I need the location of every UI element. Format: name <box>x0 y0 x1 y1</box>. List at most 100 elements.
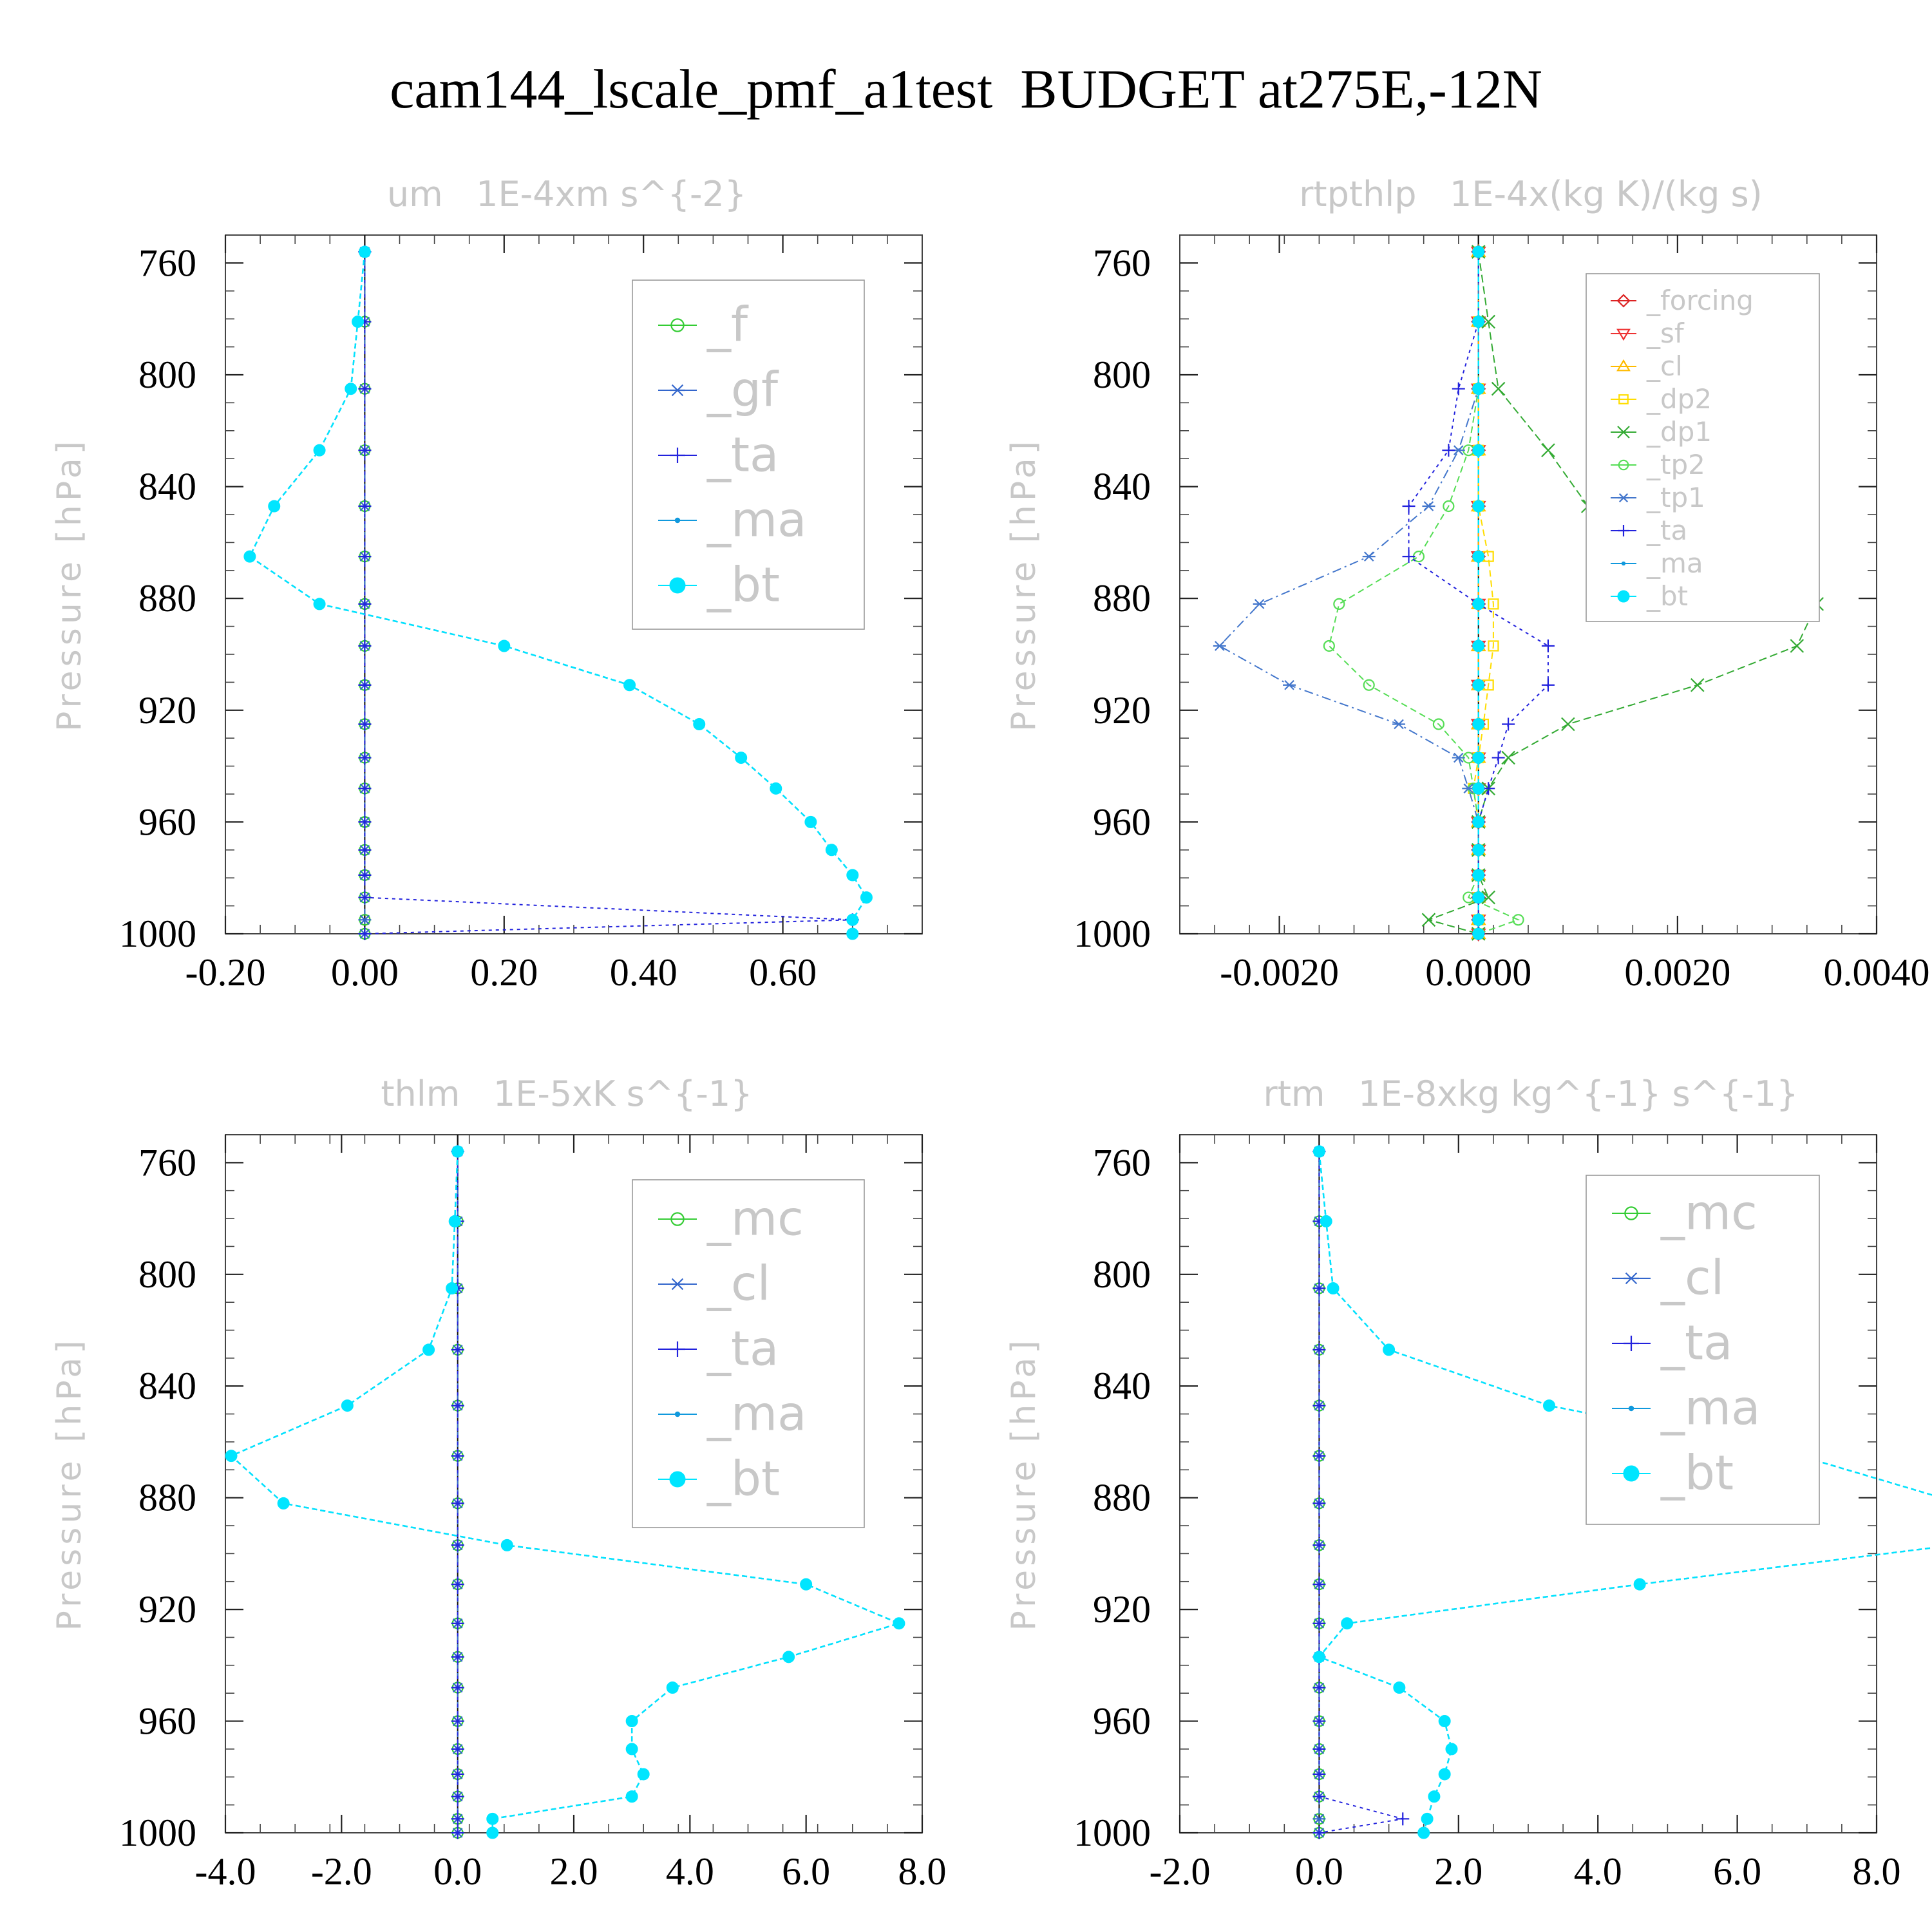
legend-label: _ta <box>1646 515 1687 546</box>
data-point <box>1472 639 1485 652</box>
data-point <box>446 1282 459 1294</box>
data-point <box>1472 444 1485 457</box>
data-point <box>1312 1651 1325 1663</box>
data-point <box>1383 1343 1396 1356</box>
legend: _f _gf _ta _ma _bt <box>632 279 865 630</box>
legend-box <box>1586 1175 1820 1525</box>
y-tick-label: 760 <box>1093 242 1151 284</box>
x-tick-label: 0.20 <box>470 951 538 994</box>
y-tick-label: 800 <box>138 354 196 396</box>
data-point <box>1481 890 1495 905</box>
data-point <box>1341 1617 1354 1630</box>
data-point <box>1472 598 1485 611</box>
data-point <box>1421 913 1436 927</box>
x-tick-label: -4.0 <box>195 1850 256 1893</box>
legend-swatch-marker <box>1621 561 1626 566</box>
data-point <box>1472 316 1485 328</box>
y-tick-label: 760 <box>138 1141 196 1184</box>
legend-label: _ma <box>1660 1380 1760 1435</box>
legend-swatch-marker <box>670 384 685 397</box>
data-point <box>352 316 365 328</box>
legend-label: _bt <box>1646 580 1688 612</box>
legend-swatch-marker <box>669 1471 686 1488</box>
legend-label: _bt <box>706 557 780 612</box>
series-line <box>1318 1151 1403 1833</box>
data-point <box>1472 782 1485 795</box>
data-point <box>1320 1215 1332 1227</box>
data-point <box>451 1742 464 1756</box>
y-tick-label: 960 <box>1093 800 1151 843</box>
y-axis-label: Pressure [hPa] <box>50 1337 89 1631</box>
legend-label: _sf <box>1646 317 1685 349</box>
data-point <box>1561 717 1575 732</box>
data-point <box>825 844 838 857</box>
data-point <box>268 500 281 513</box>
y-tick-label: 880 <box>138 1477 196 1519</box>
data-point <box>1502 717 1515 731</box>
data-point <box>486 1812 499 1825</box>
data-point <box>358 499 372 513</box>
data-point <box>846 869 859 882</box>
legend-label: _ta <box>706 1321 779 1376</box>
y-tick-label: 880 <box>1093 577 1151 620</box>
legend-swatch-marker <box>670 448 685 463</box>
data-point <box>451 1578 464 1591</box>
legend-swatch-marker <box>1628 1405 1634 1412</box>
legend-box <box>632 1179 865 1528</box>
data-point <box>1312 1399 1326 1412</box>
data-point <box>358 843 372 857</box>
y-tick-label: 960 <box>138 1700 196 1743</box>
data-point <box>1402 499 1416 513</box>
data-point <box>451 1650 464 1663</box>
y-tick-label: 800 <box>1093 354 1151 396</box>
data-point <box>637 1768 650 1781</box>
y-axis-label: Pressure [hPa] <box>1005 1337 1043 1631</box>
y-tick-label: 840 <box>138 1365 196 1407</box>
data-point <box>1438 1715 1451 1728</box>
y-tick-label: 960 <box>1093 1700 1151 1743</box>
data-point <box>625 1715 638 1728</box>
data-point <box>1542 1399 1555 1412</box>
data-point <box>451 1616 464 1630</box>
y-tick-label: 1000 <box>1074 1812 1151 1854</box>
data-point <box>448 1215 461 1227</box>
data-point <box>1421 1812 1434 1825</box>
legend-label: _f <box>706 297 749 352</box>
x-tick-label: 4.0 <box>666 1850 714 1893</box>
data-point <box>358 550 372 564</box>
data-point <box>1488 598 1499 610</box>
data-point <box>1392 719 1406 730</box>
legend-label: _tp2 <box>1646 449 1705 480</box>
legend-swatch-marker <box>1617 590 1630 603</box>
data-point <box>1481 314 1495 329</box>
legend-swatch-marker <box>674 1411 681 1417</box>
legend-label: _bt <box>706 1451 780 1506</box>
legend-swatch-marker <box>1624 1272 1639 1285</box>
x-tick-label: 2.0 <box>550 1850 598 1893</box>
legend-swatch-marker <box>1624 1336 1639 1351</box>
x-tick-label: -0.20 <box>185 951 266 994</box>
data-point <box>1312 1497 1326 1510</box>
legend-swatch-marker <box>1618 493 1629 503</box>
legend-label: _dp1 <box>1646 416 1712 448</box>
legend-swatch-marker <box>1618 525 1629 536</box>
legend: _mc _cl _ta _ma _bt <box>1586 1175 1820 1525</box>
data-point <box>1541 639 1555 652</box>
data-point <box>358 868 372 882</box>
y-tick-label: 1000 <box>119 913 196 955</box>
series-bt <box>243 245 873 940</box>
legend-swatch-marker <box>1623 1465 1640 1482</box>
legend-label: _ma <box>1646 547 1703 579</box>
data-point <box>1790 639 1804 653</box>
series-bt <box>225 1145 905 1839</box>
legend-label: _cl <box>706 1256 770 1311</box>
legend-swatch-marker <box>1616 294 1631 308</box>
legend: _forcing_sf_cl_dp2_dp1_tp2_tp1_ta_ma_bt <box>1586 273 1820 622</box>
legend-label: _ta <box>706 427 779 482</box>
data-point <box>1472 245 1485 258</box>
legend-swatch-marker <box>670 1341 685 1357</box>
panel-title: rtm 1E-8xkg kg^{-1} s^{-1} <box>1264 1074 1799 1114</box>
data-point <box>860 891 873 904</box>
series-line <box>1218 252 1479 934</box>
series-dp2 <box>1468 246 1499 940</box>
